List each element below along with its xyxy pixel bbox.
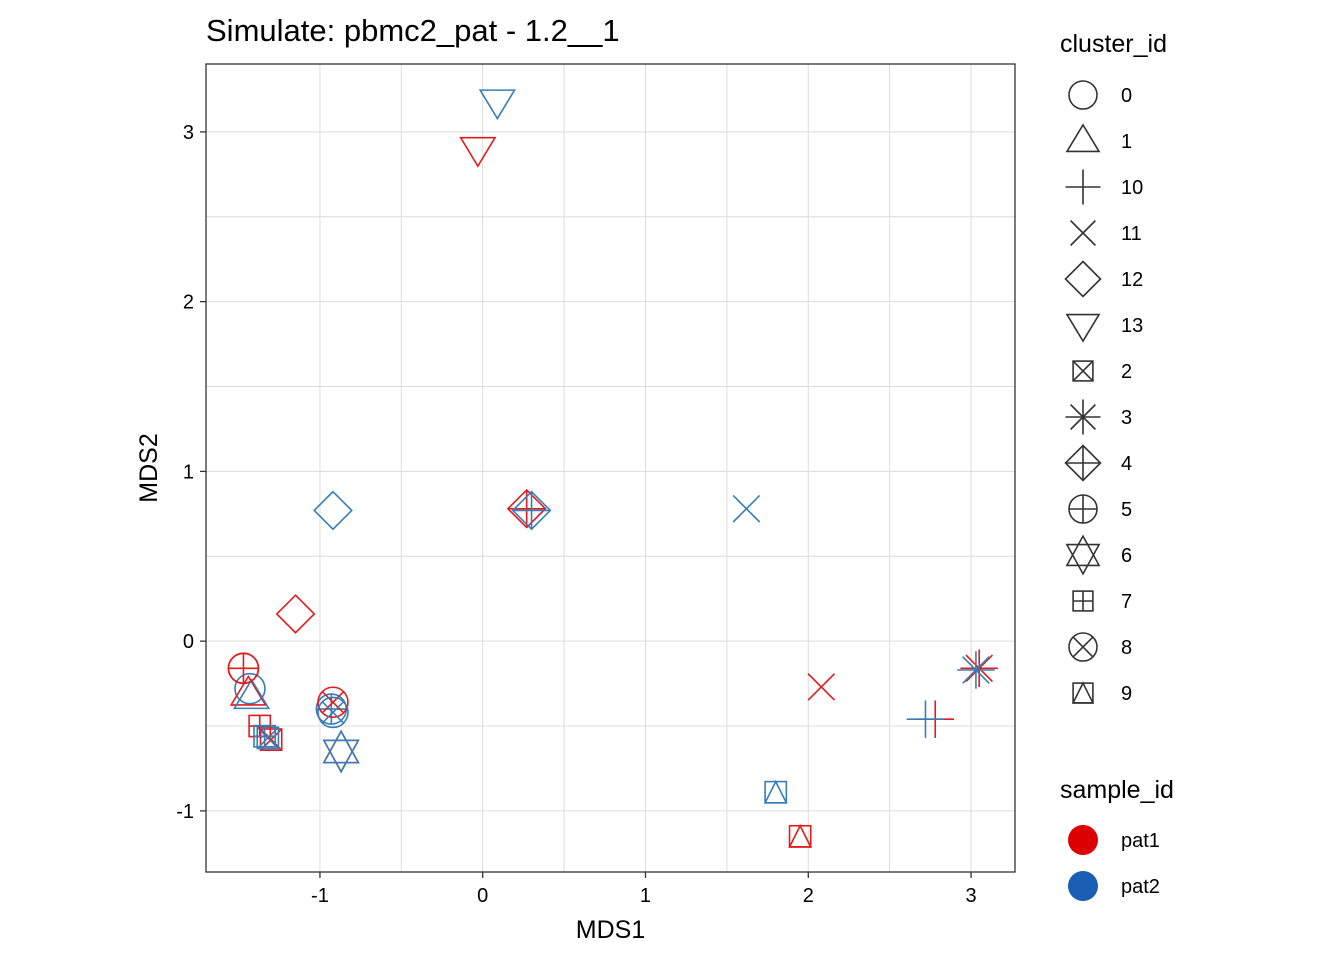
legend-shape-0: [1068, 80, 1098, 110]
legend-shape-label: 11: [1121, 223, 1142, 245]
legend-shape-label: 8: [1121, 637, 1132, 659]
y-tick-label: -1: [176, 801, 194, 823]
legend-shape-label: 13: [1121, 315, 1143, 337]
point-cluster-3-pat1: [960, 649, 998, 688]
legend-shape-label: 7: [1121, 591, 1132, 613]
plot-panel: [205, 63, 1016, 873]
legend-shape-4: [1064, 444, 1102, 482]
legend-shape-label: 12: [1121, 269, 1143, 291]
point-cluster-13-pat2: [478, 89, 516, 121]
legend-shape-6: [1065, 534, 1101, 576]
chart-title: Simulate: pbmc2_pat - 1.2__1: [206, 13, 620, 48]
legend-shape-label: 1: [1121, 131, 1132, 153]
y-tick-label: 0: [183, 631, 194, 653]
legend-shape-12: [1064, 260, 1102, 298]
legend-shape-8: [1068, 632, 1098, 662]
legend-shape-2: [1072, 360, 1094, 382]
point-cluster-5-pat2: [315, 693, 348, 725]
legend-shape-label: 9: [1121, 683, 1132, 705]
y-tick-label: 3: [183, 122, 194, 144]
legend: cluster_id 0 1 10 11 12 13 2 3 4 5 6 7 8 9 sample_idpat…: [1060, 30, 1174, 901]
legend-shape-label: 10: [1121, 177, 1143, 199]
legend-shape-7: [1072, 590, 1094, 612]
x-axis-title: MDS1: [576, 916, 645, 944]
point-cluster-5-pat1: [227, 652, 260, 685]
legend-color-label: pat1: [1121, 830, 1160, 852]
legend-shape-3: [1065, 399, 1101, 435]
legend-shape-13: [1065, 313, 1101, 343]
legend-color-label: pat2: [1121, 876, 1160, 898]
color-legend-title: sample_id: [1060, 776, 1174, 804]
point-cluster-13-pat1: [459, 136, 497, 168]
grid-layer: [206, 64, 1015, 872]
point-cluster-11-pat2: [732, 494, 761, 523]
point-cluster-1-pat2: [232, 678, 271, 710]
legend-shape-5: [1068, 494, 1098, 524]
point-cluster-6-pat2: [322, 729, 360, 774]
y-tick-label: 1: [183, 461, 194, 483]
y-axis-title: MDS2: [135, 433, 163, 502]
legend-color-pat2: [1068, 871, 1098, 901]
point-cluster-0-pat2: [234, 672, 266, 705]
point-cluster-12-pat1: [275, 594, 316, 634]
legend-shape-11: [1070, 220, 1096, 246]
legend-shape-9: [1071, 681, 1095, 704]
legend-shape-label: 4: [1121, 453, 1132, 475]
point-cluster-9-pat2: [763, 779, 788, 804]
point-cluster-11-pat1: [807, 673, 836, 701]
legend-shape-10: [1065, 169, 1101, 205]
x-tick-label: 2: [803, 885, 814, 907]
point-cluster-1-pat1: [229, 674, 267, 706]
x-tick-label: 1: [640, 885, 651, 907]
x-tick-label: 0: [477, 885, 488, 907]
legend-shape-1: [1065, 123, 1101, 153]
y-tick-label: 2: [183, 292, 194, 314]
legend-shape-label: 5: [1121, 499, 1132, 521]
point-cluster-3-pat2: [957, 651, 995, 689]
legend-color-pat1: [1068, 825, 1098, 855]
point-cluster-12-pat2: [313, 490, 353, 531]
point-cluster-8-pat2: [317, 696, 349, 729]
shape-legend-title: cluster_id: [1060, 30, 1167, 58]
legend-shape-label: 3: [1121, 407, 1132, 429]
point-cluster-8-pat1: [317, 686, 349, 719]
legend-shape-label: 0: [1121, 85, 1132, 107]
point-cluster-9-pat1: [788, 823, 813, 848]
axis-layer: -1 0 1 2 3 -1 0 1 2 3: [176, 122, 976, 907]
legend-shape-label: 6: [1121, 545, 1132, 567]
x-tick-label: -1: [311, 885, 329, 907]
point-cluster-4-pat2: [511, 490, 552, 531]
legend-shape-label: 2: [1121, 361, 1132, 383]
point-cluster-6-pat1: [322, 729, 360, 774]
point-cluster-10-pat2: [906, 700, 945, 738]
point-cluster-7-pat2: [253, 724, 277, 748]
x-tick-label: 3: [965, 885, 976, 907]
marks-layer: [227, 89, 998, 848]
